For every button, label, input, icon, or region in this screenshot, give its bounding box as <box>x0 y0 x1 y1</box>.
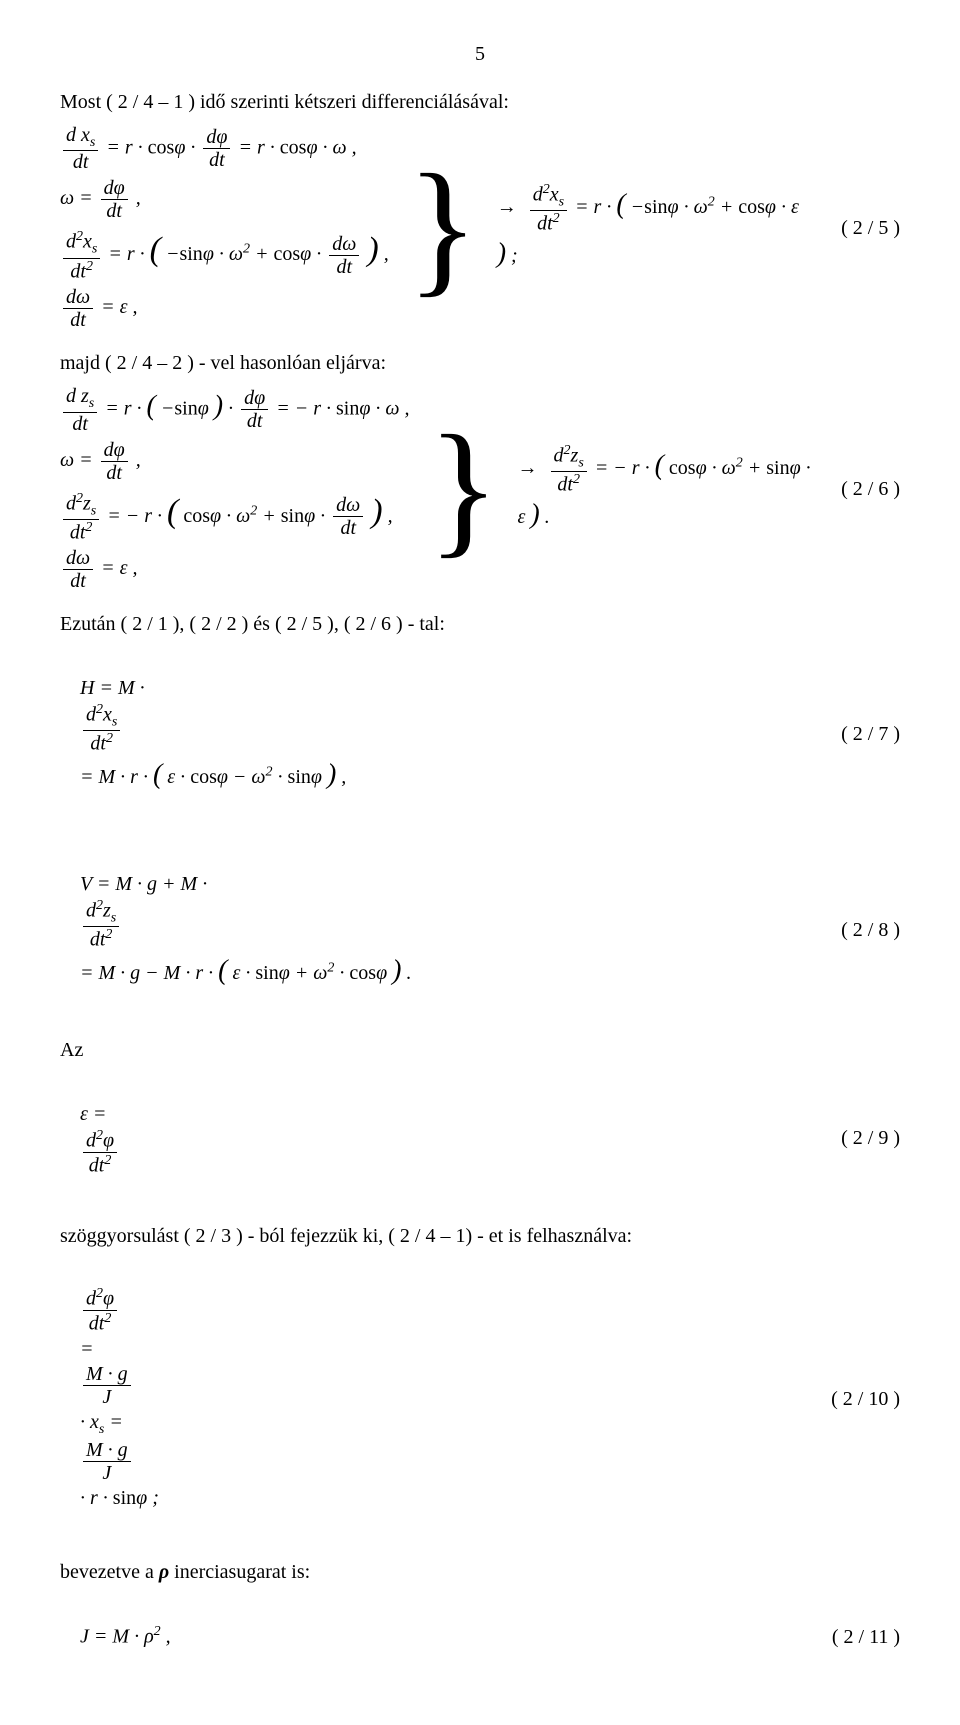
equation-2-10: d2φdt2 = M · gJ · xs = M · gJ · r · sinφ… <box>60 1258 900 1540</box>
equation-2-11: J = M · ρ2 , ( 2 / 11 ) <box>60 1594 900 1679</box>
block1-line4: dωdt = ε , <box>60 286 389 331</box>
block2-line1: d zsdt = r · ( −sinφ ) · dφdt = − r · si… <box>60 385 410 434</box>
intro-2: majd ( 2 / 4 – 2 ) - vel hasonlóan eljár… <box>60 349 900 377</box>
block2-line3: d2zsdt2 = − r · ( cosφ · ω2 + sinφ · dωd… <box>60 488 410 544</box>
eq11-formula: J = M · ρ2 , <box>60 1594 810 1679</box>
block2-line2: ω = dφdt , <box>60 439 410 484</box>
eq7-formula: H = M · d2xsdt2 = M · r · ( ε · cosφ − ω… <box>60 646 810 822</box>
intro-3: Ezután ( 2 / 1 ), ( 2 / 2 ) és ( 2 / 5 )… <box>60 610 900 638</box>
equation-2-8: V = M · g + M · d2zsdt2 = M · g − M · r … <box>60 842 900 1018</box>
block1-result-row: → d2xsdt2 = r · ( −sinφ · ω2 + cosφ · ε … <box>497 182 900 274</box>
intro-4: szöggyorsulást ( 2 / 3 ) - ból fejezzük … <box>60 1222 900 1250</box>
equation-block-2: d zsdt = r · ( −sinφ ) · dφdt = − r · si… <box>60 385 900 592</box>
eqnum-2-9: ( 2 / 9 ) <box>810 1124 900 1152</box>
intro-1: Most ( 2 / 4 – 1 ) idő szerinti kétszeri… <box>60 88 900 116</box>
brace-icon: } <box>407 160 479 295</box>
eqnum-2-10: ( 2 / 10 ) <box>810 1385 900 1413</box>
block1-line1: d xsdt = r · cosφ · dφdt = r · cosφ · ω … <box>60 124 389 173</box>
intro-5: bevezetve a ρ inerciasugarat is: <box>60 1558 900 1586</box>
eq10-formula: d2φdt2 = M · gJ · xs = M · gJ · r · sinφ… <box>60 1258 810 1540</box>
eq8-formula: V = M · g + M · d2zsdt2 = M · g − M · r … <box>60 842 810 1018</box>
eqnum-2-8: ( 2 / 8 ) <box>810 916 900 944</box>
block2-lines: d zsdt = r · ( −sinφ ) · dφdt = − r · si… <box>60 385 410 592</box>
eq9-formula: ε = d2φdt2 <box>60 1072 810 1204</box>
eqnum-2-11: ( 2 / 11 ) <box>810 1623 900 1651</box>
eqnum-2-6: ( 2 / 6 ) <box>818 475 900 503</box>
equation-2-9: ε = d2φdt2 ( 2 / 9 ) <box>60 1072 900 1204</box>
block2-line4: dωdt = ε , <box>60 547 410 592</box>
brace-icon: } <box>428 421 500 556</box>
az-label: Az <box>60 1036 900 1064</box>
block1-line2: ω = dφdt , <box>60 177 389 222</box>
eqnum-2-5: ( 2 / 5 ) <box>813 214 900 242</box>
block1-line3: d2xsdt2 = r · ( −sinφ · ω2 + cosφ · dωdt… <box>60 226 389 282</box>
block1-result: → d2xsdt2 = r · ( −sinφ · ω2 + cosφ · ε … <box>497 182 813 274</box>
block2-result: → d2zsdt2 = − r · ( cosφ · ω2 + sinφ · ε… <box>518 443 819 535</box>
block2-result-row: → d2zsdt2 = − r · ( cosφ · ω2 + sinφ · ε… <box>518 443 900 535</box>
block1-lines: d xsdt = r · cosφ · dφdt = r · cosφ · ω … <box>60 124 389 331</box>
eqnum-2-7: ( 2 / 7 ) <box>810 720 900 748</box>
page-number: 5 <box>60 40 900 68</box>
equation-block-1: d xsdt = r · cosφ · dφdt = r · cosφ · ω … <box>60 124 900 331</box>
equation-2-7: H = M · d2xsdt2 = M · r · ( ε · cosφ − ω… <box>60 646 900 822</box>
